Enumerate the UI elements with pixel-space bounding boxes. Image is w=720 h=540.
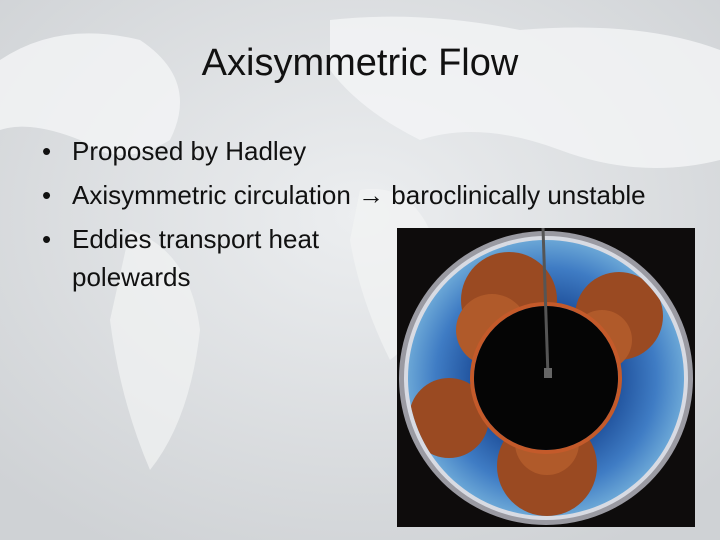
rotating-tank-photo: [397, 228, 695, 527]
slide-title: Axisymmetric Flow: [201, 42, 519, 84]
bullet: Axisymmetric circulation → baroclinicall…: [40, 176, 662, 214]
bullet: Eddies transport heat polewards: [40, 220, 382, 296]
bullet-list: Proposed by Hadley Axisymmetric circulat…: [40, 132, 662, 302]
bullet: Proposed by Hadley: [40, 132, 662, 170]
